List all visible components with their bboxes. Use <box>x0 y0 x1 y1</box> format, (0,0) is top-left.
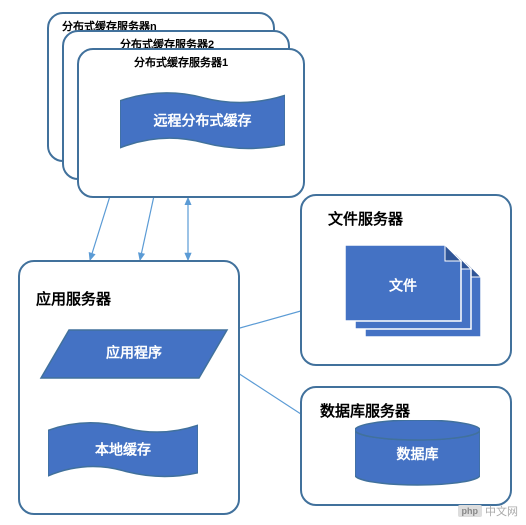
app-server-label: 应用服务器 <box>36 288 111 309</box>
db-server-label: 数据库服务器 <box>320 400 410 421</box>
svg-text:本地缓存: 本地缓存 <box>95 442 151 458</box>
svg-text:文件: 文件 <box>389 278 417 294</box>
local-cache-shape: 本地缓存 <box>48 420 198 478</box>
watermark-badge: php <box>458 505 483 517</box>
svg-text:应用程序: 应用程序 <box>106 345 162 361</box>
cache-server-label-1: 分布式缓存服务器1 <box>134 54 228 70</box>
watermark-text: 中文网 <box>485 503 518 519</box>
watermark: php 中文网 <box>458 503 519 519</box>
app-program-shape: 应用程序 <box>41 330 227 378</box>
file-stack-shape: 文件 <box>345 245 485 345</box>
svg-text:远程分布式缓存: 远程分布式缓存 <box>154 113 252 129</box>
database-cylinder: 数据库 <box>355 420 480 495</box>
remote-cache-shape: 远程分布式缓存 <box>120 90 285 150</box>
file-server-label: 文件服务器 <box>328 208 403 229</box>
svg-text:数据库: 数据库 <box>397 446 439 462</box>
